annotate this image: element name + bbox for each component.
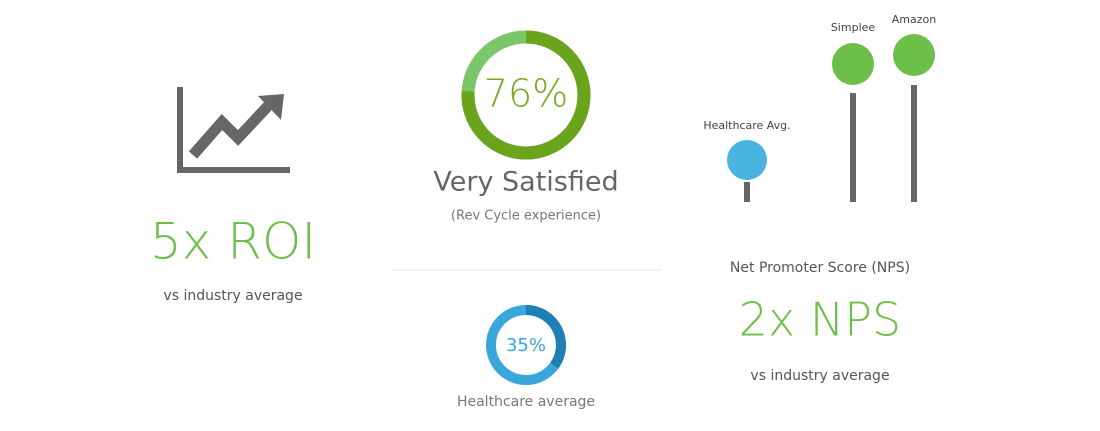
donut-arc (525, 305, 566, 369)
lollipop-label: Simplee (831, 21, 876, 34)
healthcare-donut (486, 305, 566, 385)
satisfaction-value: 76% (484, 72, 568, 116)
donut-arc (461, 30, 591, 160)
head (832, 43, 874, 85)
head (727, 140, 767, 180)
nps-caption: vs industry average (750, 368, 889, 384)
lollipops: Healthcare Avg. Simplee Amazon (703, 13, 936, 202)
stick (744, 182, 750, 202)
satisfaction-subtitle: (Rev Cycle experience) (451, 209, 601, 224)
lollipop-label: Healthcare Avg. (703, 119, 790, 132)
stick (850, 93, 856, 202)
healthcare-value: 35% (506, 335, 546, 356)
roi-caption: vs industry average (163, 288, 302, 304)
lollipop-label: Amazon (892, 13, 936, 26)
nps-title: Net Promoter Score (NPS) (730, 260, 910, 276)
healthcare-caption: Healthcare average (457, 394, 595, 410)
nps-headline: 2x NPS (739, 293, 901, 347)
roi-headline: 5x ROI (150, 213, 316, 271)
growth-icon (177, 87, 290, 173)
head (893, 34, 935, 76)
satisfaction-donut (461, 30, 591, 160)
stick (911, 85, 917, 202)
satisfaction-title: Very Satisfied (433, 167, 618, 198)
